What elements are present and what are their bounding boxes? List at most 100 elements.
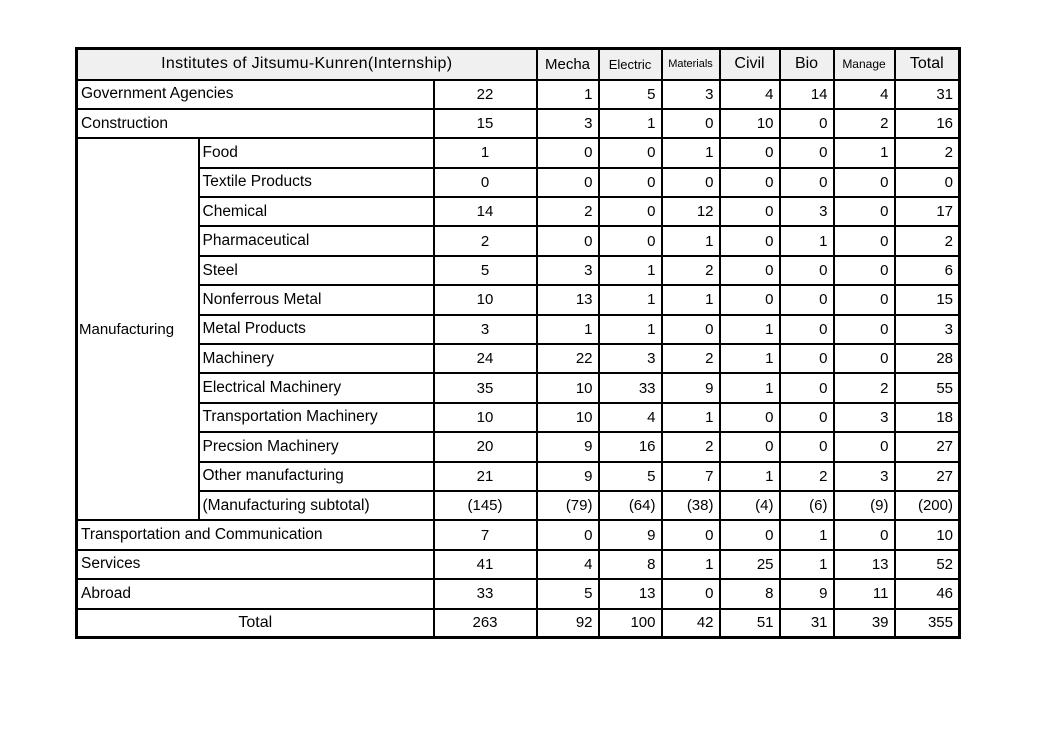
data-cell: 6	[893, 254, 961, 287]
data-cell: 8	[597, 548, 663, 581]
data-cell: 1	[718, 343, 781, 375]
data-cell: 14	[778, 78, 835, 110]
data-cell: 3	[832, 460, 896, 492]
data-cell: 1	[778, 225, 835, 257]
data-cell: 1	[660, 284, 721, 316]
column-header-materials: Materials	[660, 47, 721, 81]
data-cell: 1	[660, 401, 721, 434]
data-cell: 3	[597, 343, 663, 375]
data-cell: 0	[832, 284, 896, 316]
data-cell: 9	[660, 372, 721, 404]
data-cell: 9	[535, 460, 600, 492]
data-cell: (38)	[660, 489, 721, 522]
data-cell: 1	[597, 284, 663, 316]
data-cell: 92	[535, 607, 600, 639]
data-cell: 0	[778, 343, 835, 375]
data-cell: 0	[718, 401, 781, 434]
table-row-total: Total 263 92 100 42 51 31 39 355	[75, 607, 961, 639]
column-header-electric: Electric	[597, 47, 663, 81]
data-cell: 1	[597, 254, 663, 287]
data-cell: 5	[597, 460, 663, 492]
data-cell: 0	[718, 284, 781, 316]
data-cell: 263	[432, 607, 538, 639]
internship-table: Institutes of Jitsumu-Kunren(Internship)…	[75, 47, 961, 640]
data-cell: 0	[597, 166, 663, 199]
data-cell: 0	[432, 166, 538, 199]
data-cell: 0	[597, 137, 663, 169]
row-label-transportation-and-communication: Transportation and Communication	[75, 519, 435, 551]
data-cell: 22	[432, 78, 538, 110]
data-cell: (64)	[597, 489, 663, 522]
table-row-transportation-and-communication: Transportation and Communication 7 0 9 0 0 1 0 1…	[75, 519, 961, 551]
data-cell: 14	[432, 196, 538, 228]
data-cell: 0	[660, 313, 721, 346]
data-cell: 9	[778, 578, 835, 610]
row-label-electrical-machinery: Electrical Machinery	[197, 372, 435, 404]
data-cell: (9)	[832, 489, 896, 522]
data-cell: 0	[832, 254, 896, 287]
data-cell: 0	[535, 166, 600, 199]
data-cell: 0	[778, 166, 835, 199]
data-cell: 41	[432, 548, 538, 581]
data-cell: 2	[660, 343, 721, 375]
data-cell: 33	[597, 372, 663, 404]
data-cell: 1	[660, 137, 721, 169]
data-cell: 1	[432, 137, 538, 169]
data-cell: 0	[778, 313, 835, 346]
table-row-pharmaceutical: Pharmaceutical 2 0 0 1 0 1 0 2	[77, 225, 961, 257]
data-cell: 0	[832, 196, 896, 228]
data-cell: 2	[893, 225, 961, 257]
row-label-steel: Steel	[197, 254, 435, 287]
row-label-construction: Construction	[75, 107, 435, 140]
data-cell: 1	[597, 313, 663, 346]
data-cell: 24	[432, 343, 538, 375]
data-cell: 39	[832, 607, 896, 639]
table-row-other-manufacturing: Other manufacturing 21 9 5 7 1 2 3 27	[77, 460, 961, 492]
data-cell: (200)	[893, 489, 961, 522]
table-row-machinery: Machinery 24 22 3 2 1 0 0 28	[77, 343, 961, 375]
data-cell: 3	[535, 107, 600, 140]
data-cell: (145)	[432, 489, 538, 522]
data-cell: 9	[597, 519, 663, 551]
table-body: Government Agencies 22 1 5 3 4 14 4 31 Constructi…	[75, 78, 961, 639]
data-cell: 17	[893, 196, 961, 228]
table-row-construction: Construction 15 3 1 0 10 0 2 16	[75, 107, 961, 140]
table-row-nonferrous-metal: Nonferrous Metal 10 13 1 1 0 0 0 15	[77, 284, 961, 316]
data-cell: 2	[893, 137, 961, 169]
data-cell: 4	[597, 401, 663, 434]
data-cell: 2	[832, 107, 896, 140]
data-cell: 13	[535, 284, 600, 316]
data-cell: 5	[597, 78, 663, 110]
data-cell: 10	[535, 372, 600, 404]
data-cell: 0	[778, 107, 835, 140]
row-label-machinery: Machinery	[197, 343, 435, 375]
table-row-manufacturing-subtotal: (Manufacturing subtotal) (145) (79) (64) (38…	[77, 489, 961, 522]
row-label-metal-products: Metal Products	[197, 313, 435, 346]
data-cell: 2	[660, 431, 721, 463]
data-cell: 0	[535, 519, 600, 551]
data-cell: 28	[893, 343, 961, 375]
data-cell: 0	[832, 225, 896, 257]
data-cell: 1	[832, 137, 896, 169]
data-cell: 13	[597, 578, 663, 610]
row-label-total: Total	[75, 607, 435, 639]
data-cell: 1	[718, 372, 781, 404]
row-label-government-agencies: Government Agencies	[75, 78, 435, 110]
data-cell: 1	[597, 107, 663, 140]
header-row: Institutes of Jitsumu-Kunren(Internship)…	[75, 47, 961, 81]
data-cell: 0	[718, 431, 781, 463]
data-cell: 2	[660, 254, 721, 287]
data-cell: 0	[778, 137, 835, 169]
row-label-chemical: Chemical	[197, 196, 435, 228]
data-cell: 0	[718, 137, 781, 169]
data-cell: (4)	[718, 489, 781, 522]
data-cell: 1	[660, 225, 721, 257]
data-cell: 4	[718, 78, 781, 110]
data-cell: 0	[718, 225, 781, 257]
table-row-textile-products: Textile Products 0 0 0 0 0 0 0 0	[77, 166, 961, 199]
data-cell: 13	[832, 548, 896, 581]
data-cell: 2	[778, 460, 835, 492]
data-cell: 0	[718, 254, 781, 287]
data-cell: 8	[718, 578, 781, 610]
